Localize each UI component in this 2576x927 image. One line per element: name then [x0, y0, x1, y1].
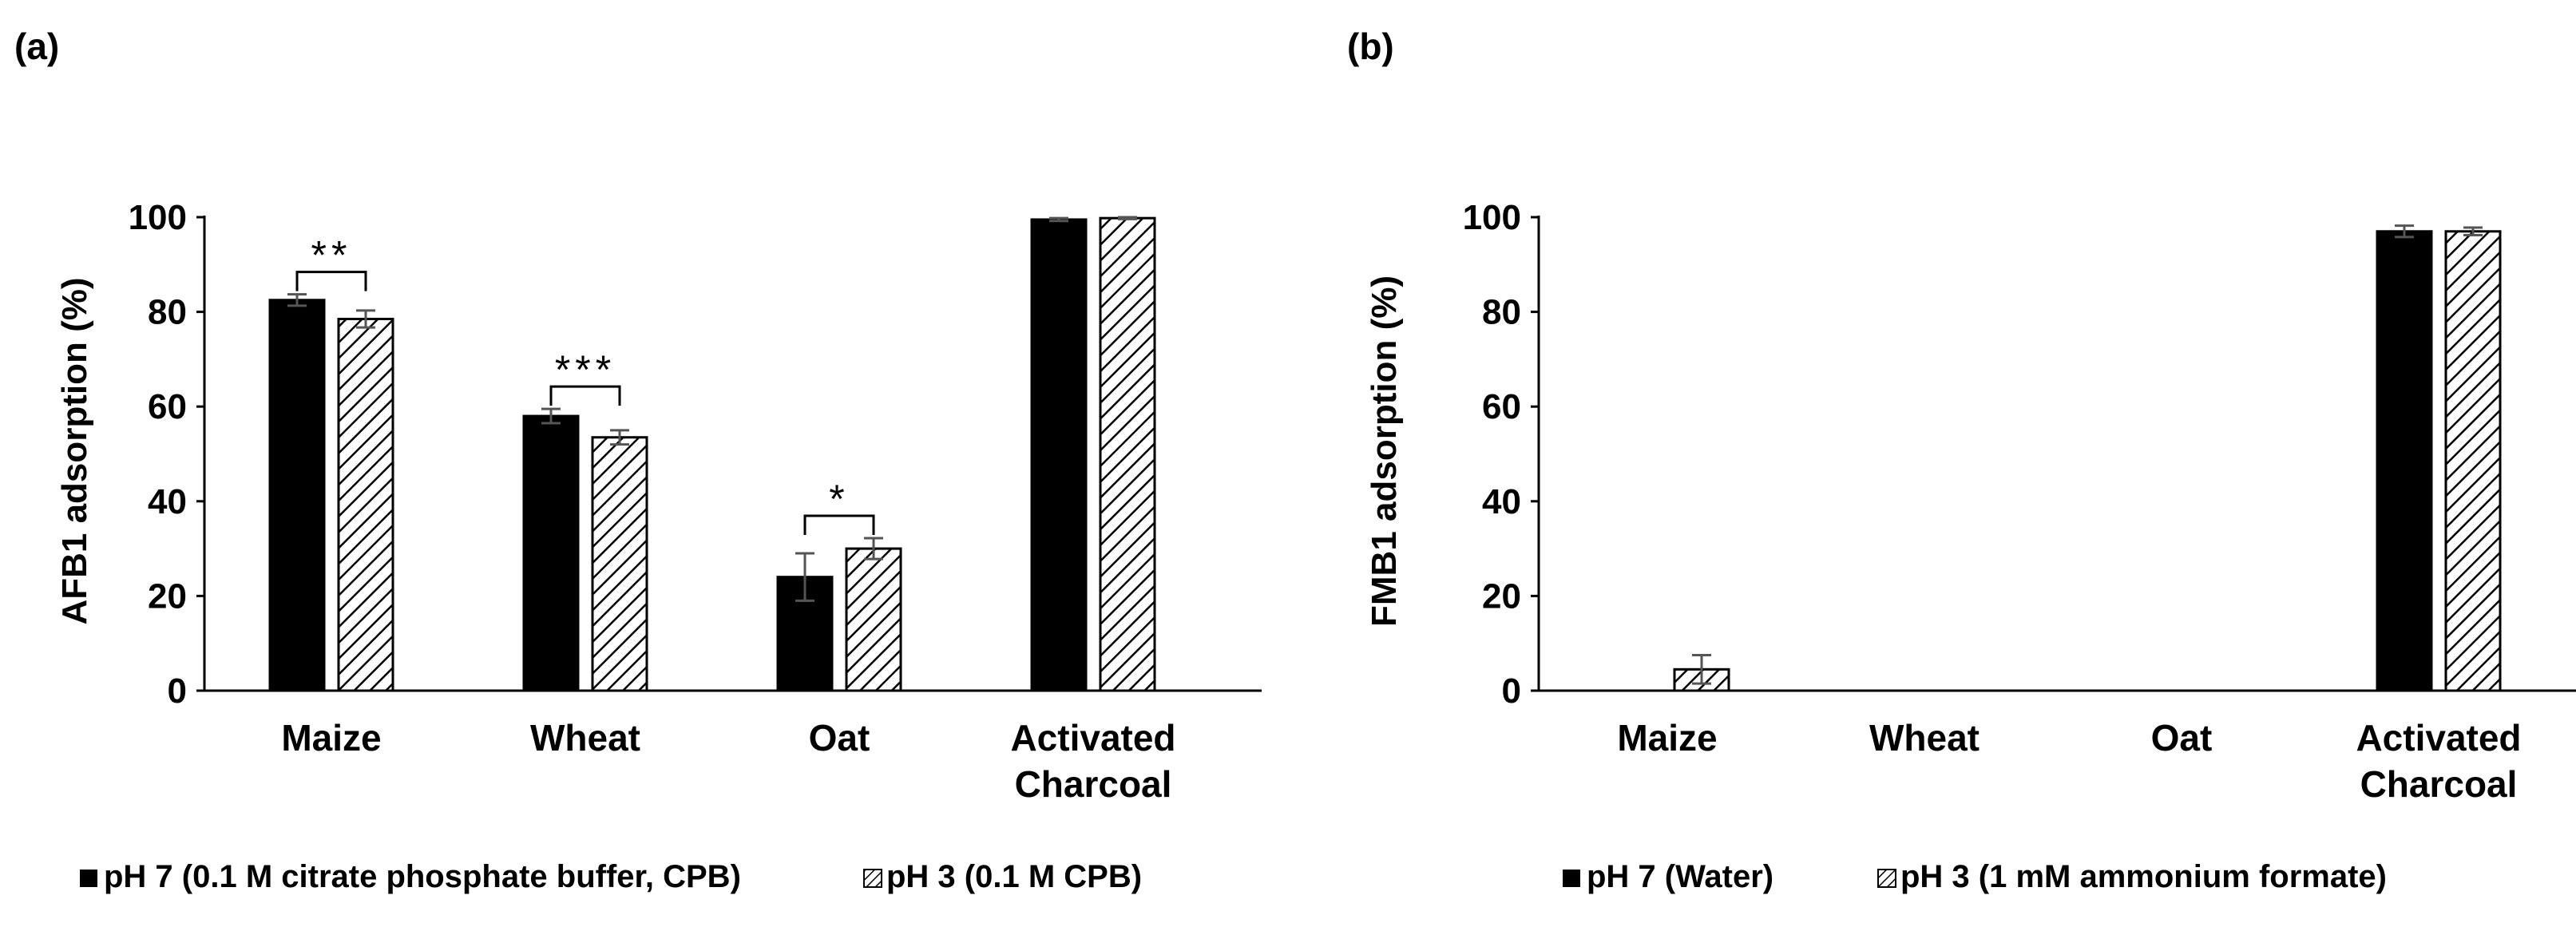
y-tick-label: 80 — [1482, 293, 1521, 332]
y-tick-label: 20 — [148, 576, 187, 616]
axes — [196, 216, 1262, 692]
category-label: Maize — [1617, 717, 1717, 759]
y-tick-label: 60 — [1482, 387, 1521, 426]
y-axis-label: AFB1 adsorption (%) — [55, 277, 94, 624]
axes — [1531, 216, 2576, 692]
error-bars — [1692, 224, 2483, 685]
bars — [268, 216, 1156, 692]
legend: pH 7 (0.1 M citrate phosphate buffer, CP… — [80, 859, 1142, 894]
bar-hatched — [2444, 230, 2502, 692]
category-label: Oat — [2151, 717, 2213, 759]
bar-solid — [1030, 218, 1088, 692]
significance-brackets: ****** — [295, 233, 875, 536]
category-label: Activated — [1010, 717, 1175, 759]
significance-label: ** — [311, 233, 352, 278]
legend-swatch-solid — [80, 870, 97, 887]
legend-label-series-1: pH 7 (Water) — [1587, 859, 1773, 894]
bar-solid — [268, 299, 326, 692]
legend-swatch-solid — [1563, 870, 1580, 887]
legend-label-series-2: pH 3 (1 mM ammonium formate) — [1900, 859, 2387, 894]
category-label: Activated — [2356, 717, 2521, 759]
significance-bracket — [803, 514, 875, 536]
y-tick-labels: 0 20 40 60 80 100 — [129, 198, 187, 711]
bar-solid — [2376, 230, 2433, 692]
y-tick-label: 40 — [148, 482, 187, 521]
y-tick-label: 100 — [1463, 198, 1521, 237]
bar-hatched — [1099, 216, 1156, 692]
category-label: Oat — [809, 717, 870, 759]
y-tick-label: 40 — [1482, 482, 1521, 521]
category-label: Charcoal — [1015, 763, 1172, 805]
significance-bracket — [295, 271, 367, 291]
bar-hatched — [591, 436, 648, 692]
bars — [1605, 230, 2502, 692]
y-tick-label: 0 — [168, 671, 187, 711]
legend: pH 7 (Water) pH 3 (1 mM ammonium formate… — [1563, 859, 2387, 894]
legend-label-series-1: pH 7 (0.1 M citrate phosphate buffer, CP… — [104, 859, 741, 894]
category-label: Wheat — [530, 717, 640, 759]
panel-label: (b) — [1347, 26, 1394, 67]
significance-bracket — [549, 385, 621, 406]
category-label: Maize — [281, 717, 381, 759]
y-tick-labels: 0 20 40 60 80 100 — [1463, 198, 1521, 711]
error-bars — [287, 216, 1137, 602]
category-label: Wheat — [1869, 717, 1980, 759]
significance-label: *** — [555, 347, 616, 392]
legend-label-series-2: pH 3 (0.1 M CPB) — [886, 859, 1142, 894]
category-label: Charcoal — [2360, 763, 2518, 805]
legend-swatch-hatched — [1877, 869, 1896, 888]
bar-hatched — [337, 317, 394, 692]
panel-b: (b) FMB1 adsorption (%) 0 20 40 60 80 100 Mai… — [1347, 26, 2576, 894]
legend-swatch-hatched — [863, 869, 882, 888]
y-tick-label: 20 — [1482, 576, 1521, 616]
bar-solid — [522, 414, 580, 692]
y-tick-label: 80 — [148, 293, 187, 332]
panel-label: (a) — [14, 26, 59, 67]
y-tick-label: 100 — [129, 198, 187, 237]
y-tick-label: 0 — [1502, 671, 1521, 711]
significance-label: * — [829, 477, 849, 521]
y-tick-label: 60 — [148, 387, 187, 426]
y-axis-label: FMB1 adsorption (%) — [1365, 275, 1404, 627]
bar-hatched — [845, 547, 902, 692]
